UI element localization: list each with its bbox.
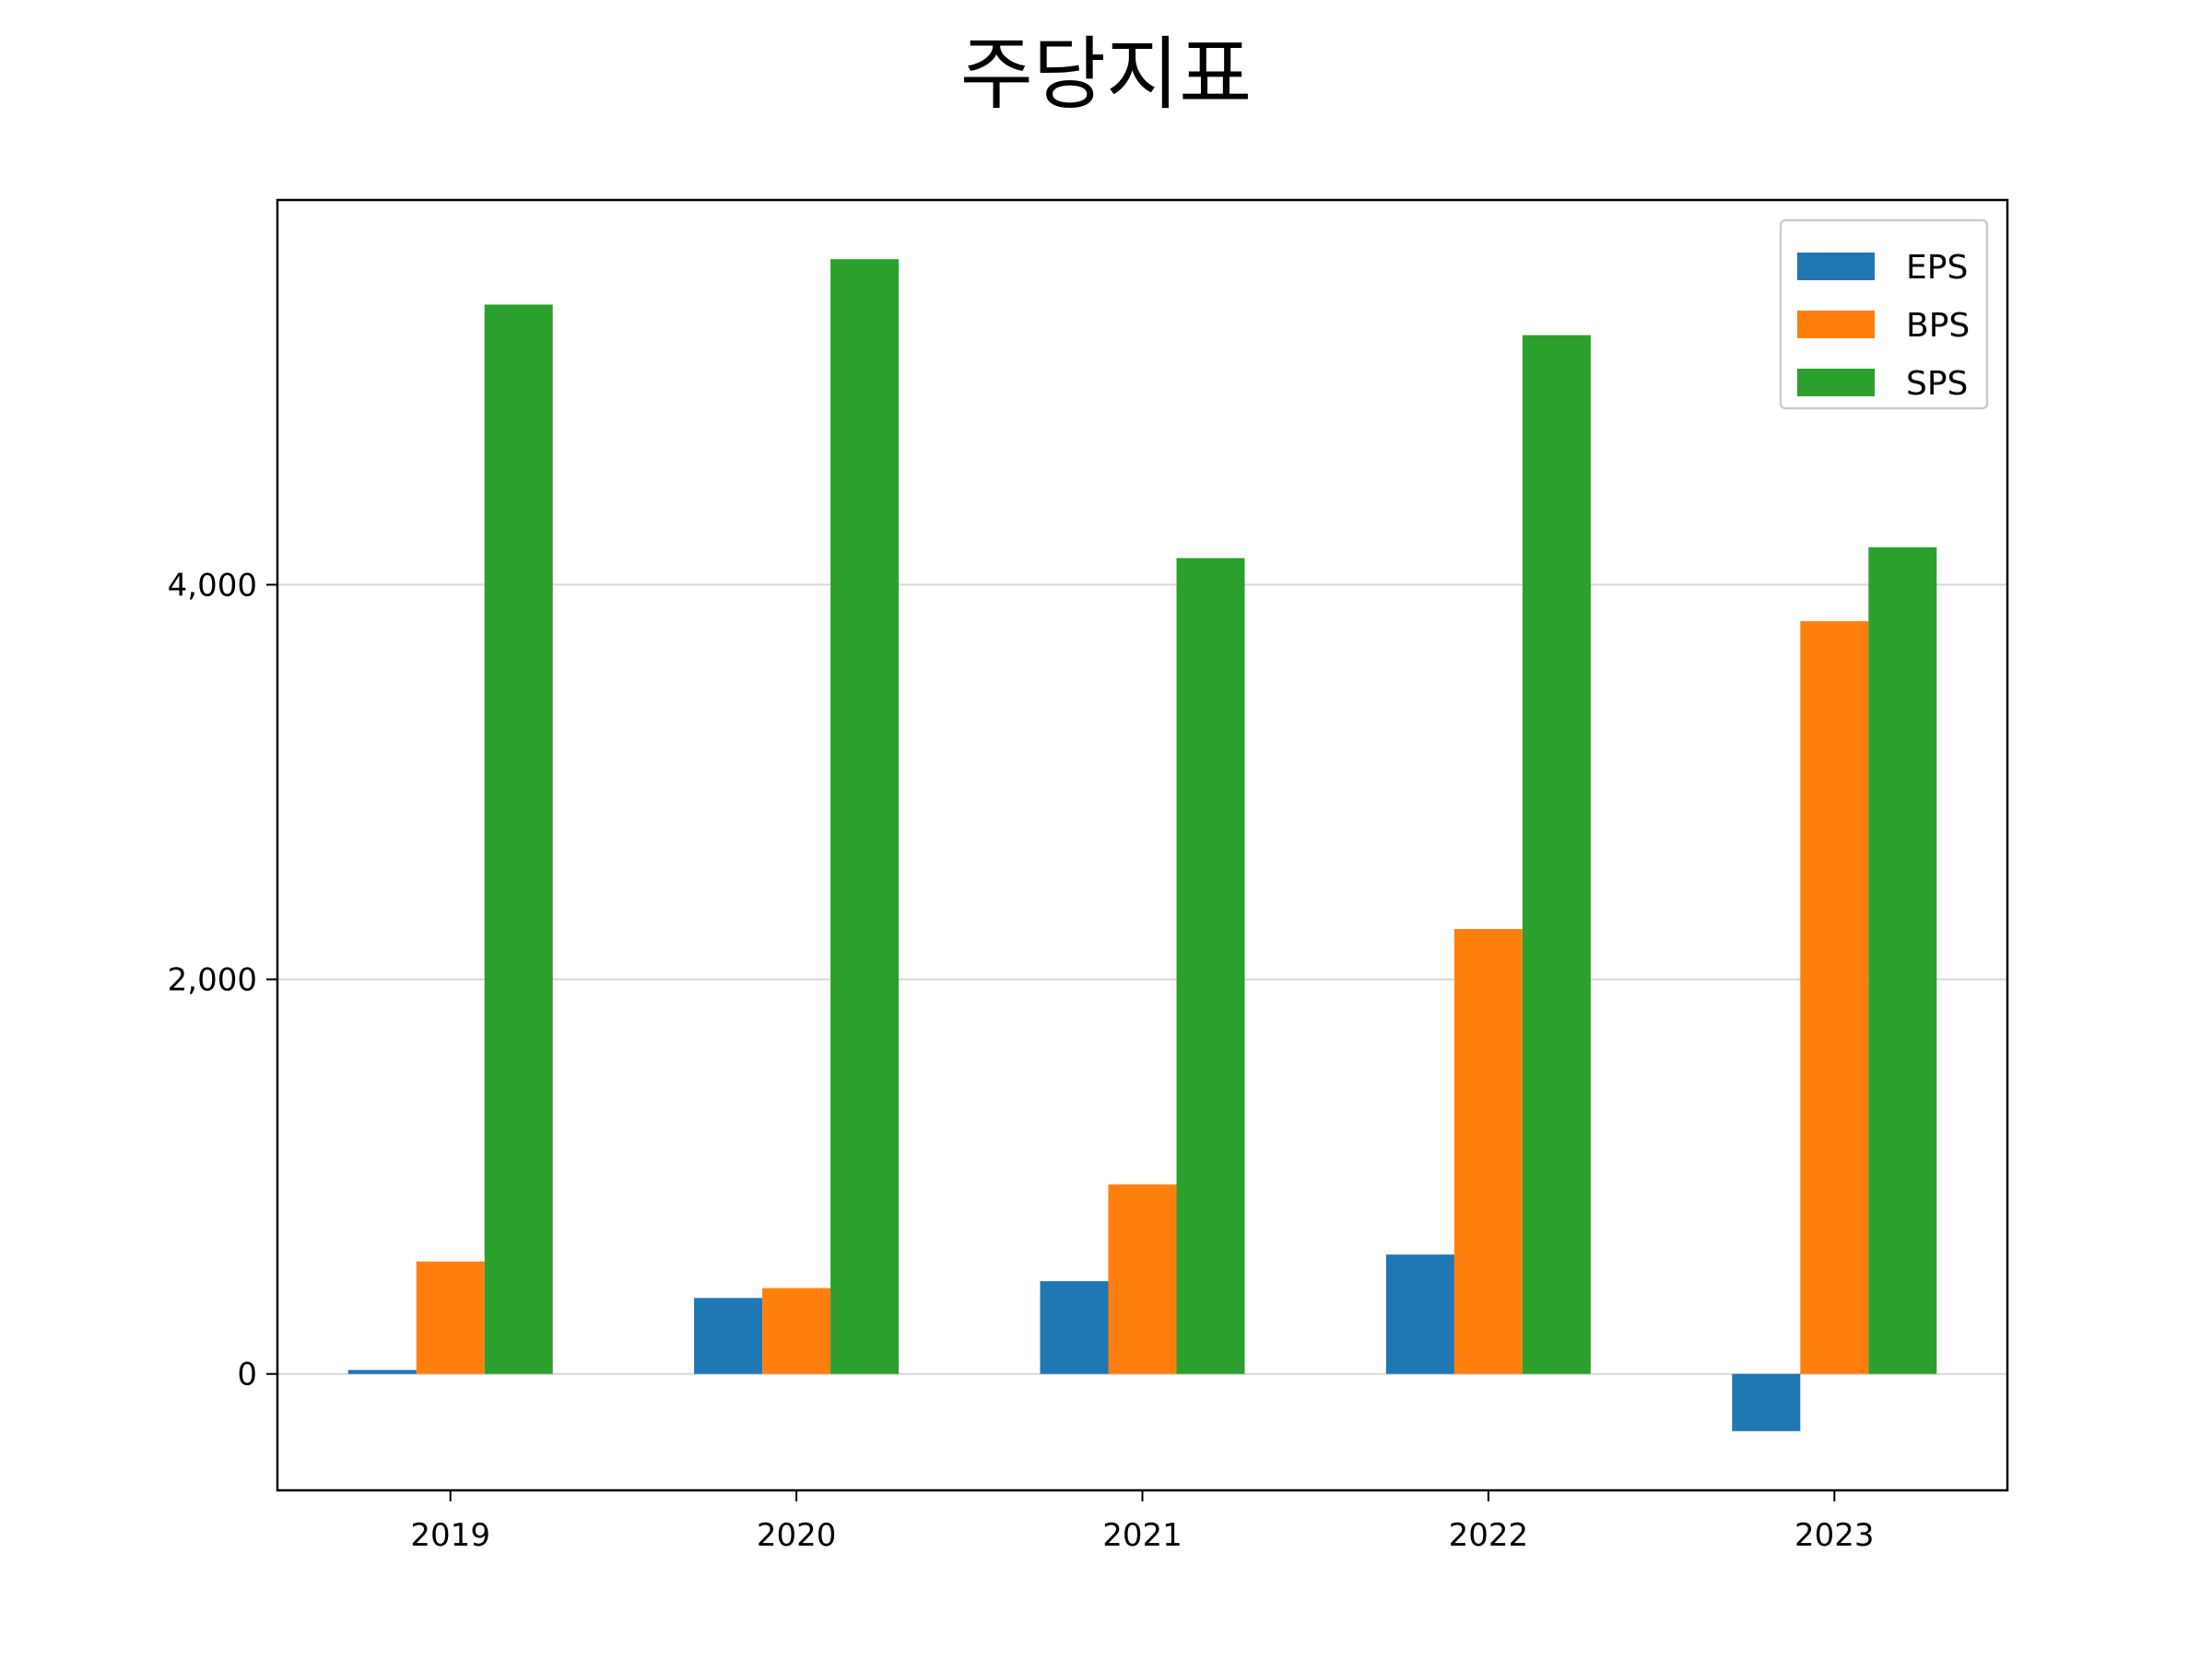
legend-label-bps: BPS (1906, 307, 1970, 345)
x-tick-label: 2020 (757, 1517, 837, 1554)
bar-sps-2020 (830, 259, 900, 1374)
bar-bps-2022 (1453, 928, 1523, 1374)
bar-bps-2019 (416, 1261, 485, 1374)
bar-sps-2019 (484, 304, 553, 1374)
legend-label-eps: EPS (1906, 249, 1968, 287)
bar-bps-2020 (762, 1288, 831, 1374)
y-tick-label: 4,000 (168, 567, 257, 604)
x-tick-label: 2021 (1102, 1517, 1182, 1554)
bar-eps-2019 (347, 1370, 417, 1374)
bar-eps-2022 (1385, 1254, 1454, 1374)
y-tick-label: 0 (237, 1357, 257, 1394)
axes: 0 2,000 4,000 2019 2020 2021 2022 2023 (168, 567, 1875, 1554)
x-tick-label: 2023 (1794, 1517, 1875, 1554)
bar-bps-2023 (1800, 621, 1869, 1374)
legend: EPS BPS SPS (1779, 218, 1989, 410)
bar-eps-2020 (694, 1298, 763, 1374)
bar-eps-2023 (1732, 1373, 1801, 1431)
bar-sps-2023 (1868, 547, 1937, 1374)
bar-eps-2021 (1040, 1281, 1109, 1374)
y-tick-label: 2,000 (168, 962, 257, 999)
bar-bps-2021 (1108, 1184, 1177, 1374)
x-tick-label: 2022 (1449, 1517, 1529, 1554)
legend-swatch-bps (1797, 311, 1875, 338)
bar-sps-2021 (1176, 558, 1245, 1374)
x-tick-label: 2019 (410, 1517, 490, 1554)
chart-title: 주당지표 (959, 29, 1253, 121)
bars (347, 259, 1937, 1431)
bar-sps-2022 (1522, 335, 1591, 1374)
legend-swatch-eps (1797, 253, 1875, 280)
legend-swatch-sps (1797, 369, 1875, 396)
legend-label-sps: SPS (1906, 365, 1968, 403)
